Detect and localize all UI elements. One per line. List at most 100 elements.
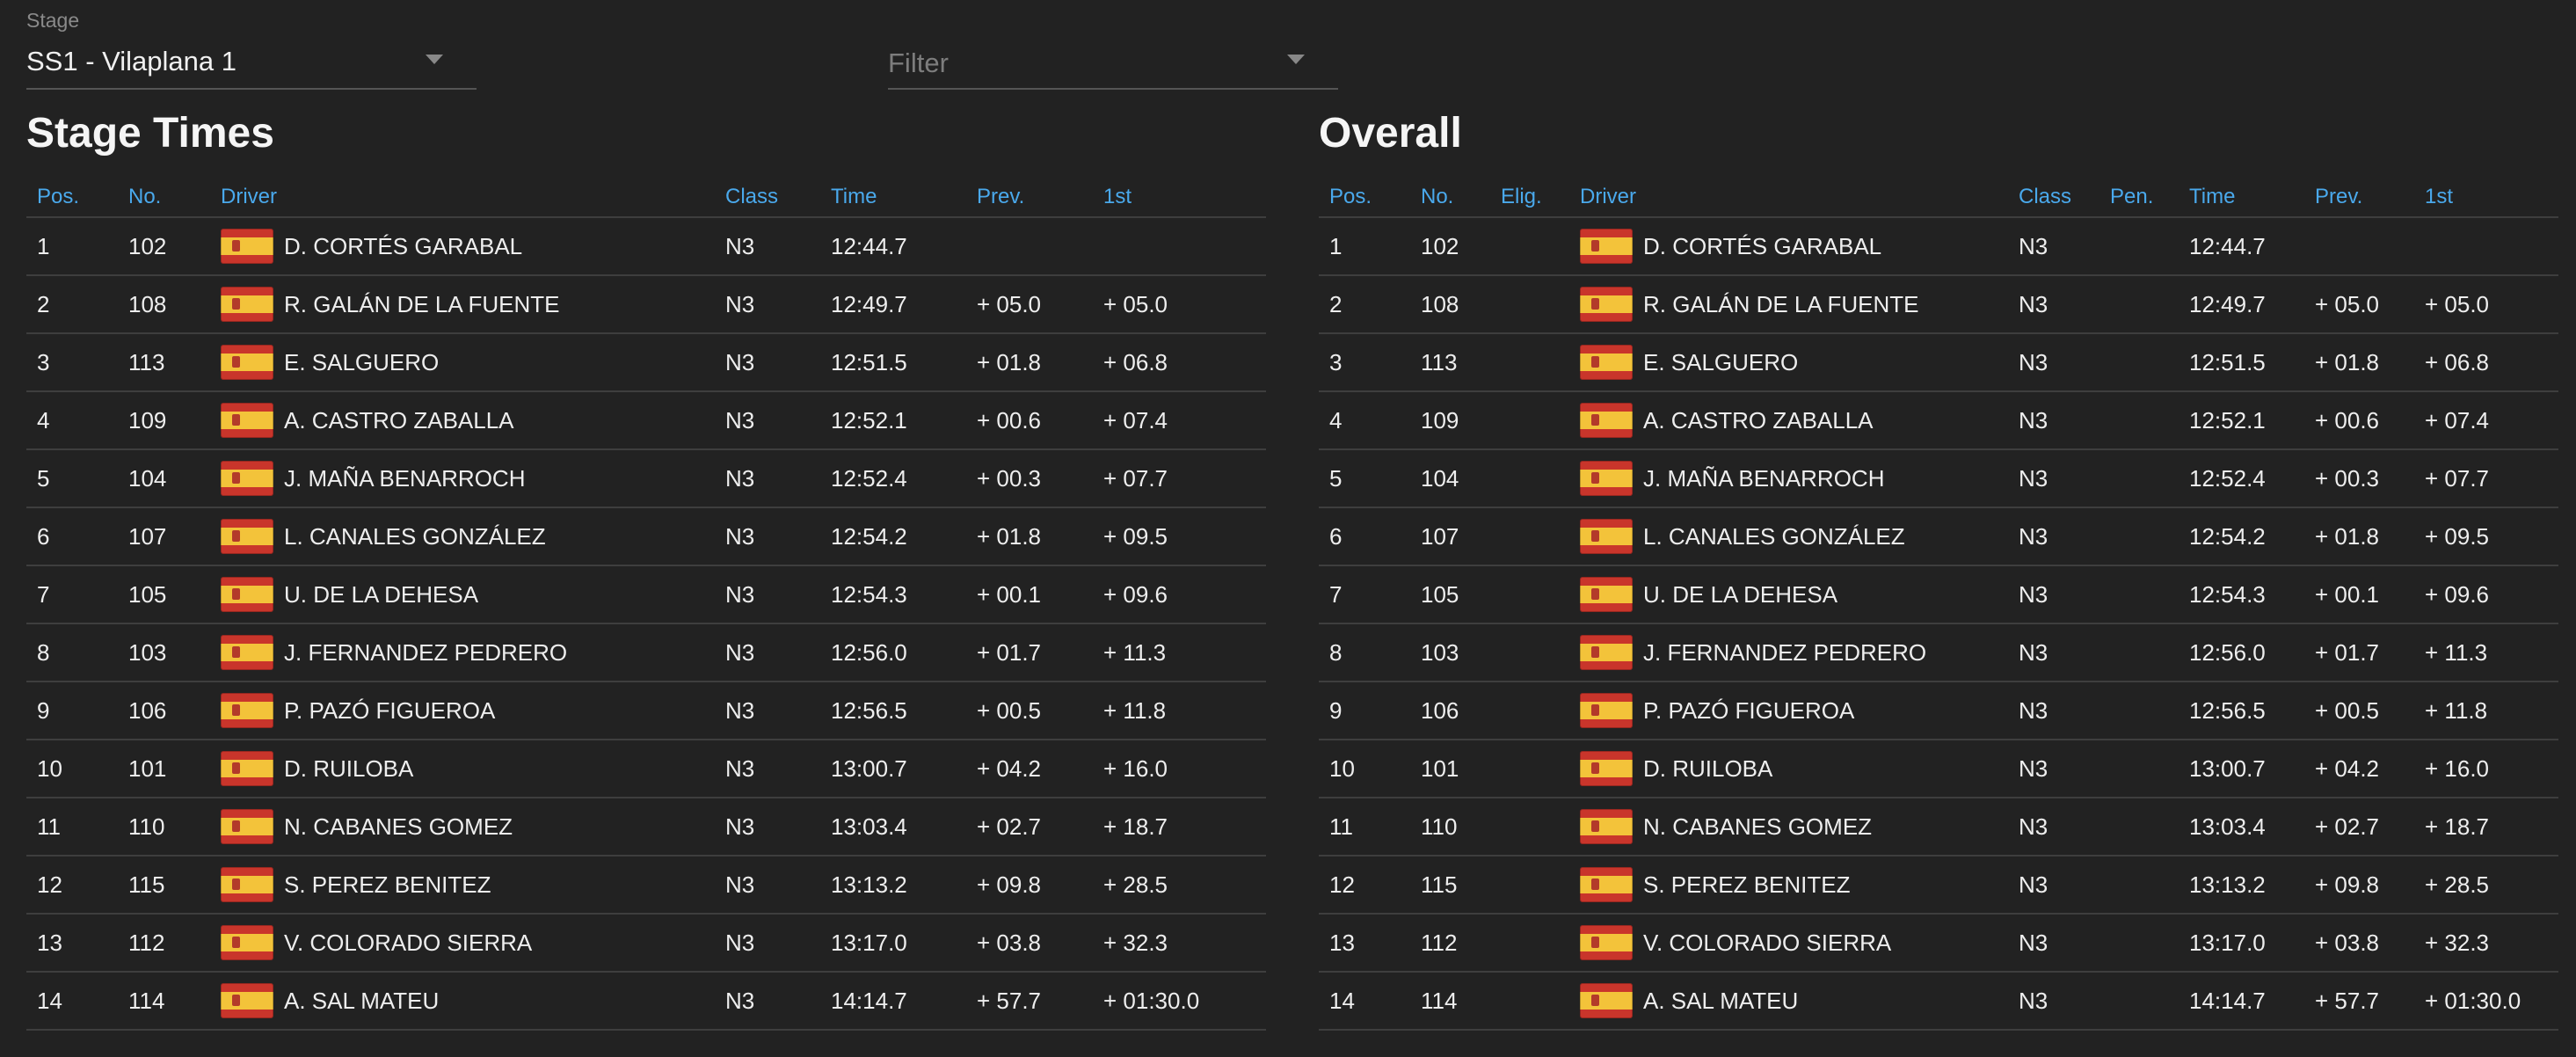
- header-time[interactable]: Time: [2179, 169, 2304, 218]
- cell-pos: 6: [26, 507, 118, 566]
- cell-first: + 11.3: [1093, 623, 1266, 682]
- stage-select-value[interactable]: SS1 - Vilaplana 1: [26, 46, 236, 77]
- table-row[interactable]: 5 104 J. MAÑA BENARROCH N3 12:52.4 + 00.3 + 07…: [1319, 449, 2558, 508]
- table-row[interactable]: 10 101 D. RUILOBA N3 13:00.7 + 04.2 + 16.0: [1319, 740, 2558, 798]
- cell-class: N3: [2008, 682, 2099, 740]
- cell-pos: 14: [1319, 972, 1410, 1031]
- header-pen[interactable]: Pen.: [2099, 169, 2179, 218]
- table-row[interactable]: 7 105 U. DE LA DEHESA N3 12:54.3 + 00.1 + 09.6: [26, 565, 1266, 624]
- driver-cell: N. CABANES GOMEZ: [1580, 809, 2008, 844]
- header-driver[interactable]: Driver: [210, 169, 715, 218]
- cell-pos: 4: [26, 391, 118, 450]
- cell-prev: + 00.5: [966, 682, 1093, 740]
- cell-pen: [2099, 275, 2179, 334]
- cell-time: 12:52.4: [820, 449, 966, 508]
- header-first[interactable]: 1st: [2414, 169, 2558, 218]
- header-no[interactable]: No.: [118, 169, 210, 218]
- table-row[interactable]: 10 101 D. RUILOBA N3 13:00.7 + 04.2 + 16.0: [26, 740, 1266, 798]
- cell-class: N3: [715, 798, 820, 857]
- cell-pos: 8: [1319, 623, 1410, 682]
- spain-flag-icon: [221, 751, 273, 786]
- table-row[interactable]: 12 115 S. PEREZ BENITEZ N3 13:13.2 + 09.8 + 28…: [1319, 856, 2558, 915]
- cell-prev: [966, 217, 1093, 276]
- header-driver[interactable]: Driver: [1569, 169, 2008, 218]
- table-row[interactable]: 9 106 P. PAZÓ FIGUEROA N3 12:56.5 + 00.5 + 11.…: [1319, 682, 2558, 740]
- cell-no: 114: [118, 972, 210, 1031]
- header-pos[interactable]: Pos.: [1319, 169, 1410, 218]
- header-pos[interactable]: Pos.: [26, 169, 118, 218]
- driver-cell: A. SAL MATEU: [1580, 983, 2008, 1018]
- chevron-down-icon[interactable]: [1287, 55, 1305, 64]
- table-row[interactable]: 5 104 J. MAÑA BENARROCH N3 12:52.4 + 00.3 + 07…: [26, 449, 1266, 508]
- cell-pos: 14: [26, 972, 118, 1031]
- table-row[interactable]: 13 112 V. COLORADO SIERRA N3 13:17.0 + 03.8 + …: [26, 914, 1266, 973]
- table-row[interactable]: 4 109 A. CASTRO ZABALLA N3 12:52.1 + 00.6 + 07…: [26, 391, 1266, 450]
- table-row[interactable]: 2 108 R. GALÁN DE LA FUENTE N3 12:49.7 + 05.0…: [1319, 275, 2558, 334]
- table-row[interactable]: 6 107 L. CANALES GONZÁLEZ N3 12:54.2 + 01.8 + …: [26, 507, 1266, 566]
- cell-pen: [2099, 507, 2179, 566]
- table-row[interactable]: 7 105 U. DE LA DEHESA N3 12:54.3 + 00.1 + 09.6: [1319, 565, 2558, 624]
- table-row[interactable]: 8 103 J. FERNANDEZ PEDRERO N3 12:56.0 + 01.7 +…: [1319, 623, 2558, 682]
- driver-name: L. CANALES GONZÁLEZ: [284, 522, 546, 550]
- filter-select[interactable]: Filter: [888, 0, 1338, 90]
- cell-pos: 1: [1319, 217, 1410, 276]
- spain-flag-icon: [1580, 345, 1633, 380]
- cell-first: + 11.8: [1093, 682, 1266, 740]
- table-row[interactable]: 12 115 S. PEREZ BENITEZ N3 13:13.2 + 09.8 + 28…: [26, 856, 1266, 915]
- table-row[interactable]: 14 114 A. SAL MATEU N3 14:14.7 + 57.7 + 01:30.…: [1319, 972, 2558, 1031]
- cell-first: + 09.6: [1093, 565, 1266, 624]
- cell-driver: D. CORTÉS GARABAL: [210, 217, 715, 276]
- cell-prev: [2304, 217, 2414, 276]
- table-row[interactable]: 14 114 A. SAL MATEU N3 14:14.7 + 57.7 + 01:30.…: [26, 972, 1266, 1031]
- table-row[interactable]: 11 110 N. CABANES GOMEZ N3 13:03.4 + 02.7 + 18…: [26, 798, 1266, 857]
- cell-prev: + 00.5: [2304, 682, 2414, 740]
- cell-pos: 10: [1319, 740, 1410, 798]
- table-row[interactable]: 2 108 R. GALÁN DE LA FUENTE N3 12:49.7 + 05.0…: [26, 275, 1266, 334]
- cell-time: 12:51.5: [820, 333, 966, 392]
- cell-pos: 11: [1319, 798, 1410, 857]
- cell-pen: [2099, 856, 2179, 915]
- header-class[interactable]: Class: [715, 169, 820, 218]
- header-no[interactable]: No.: [1410, 169, 1490, 218]
- header-prev[interactable]: Prev.: [966, 169, 1093, 218]
- table-row[interactable]: 6 107 L. CANALES GONZÁLEZ N3 12:54.2 + 01.8 + …: [1319, 507, 2558, 566]
- cell-class: N3: [715, 391, 820, 450]
- cell-class: N3: [715, 565, 820, 624]
- cell-pen: [2099, 740, 2179, 798]
- cell-time: 13:17.0: [820, 914, 966, 973]
- cell-pos: 5: [1319, 449, 1410, 508]
- header-prev[interactable]: Prev.: [2304, 169, 2414, 218]
- cell-first: + 06.8: [2414, 333, 2558, 392]
- cell-first: [1093, 217, 1266, 276]
- chevron-down-icon[interactable]: [426, 55, 443, 64]
- cell-time: 13:03.4: [2179, 798, 2304, 857]
- table-row[interactable]: 3 113 E. SALGUERO N3 12:51.5 + 01.8 + 06.8: [1319, 333, 2558, 392]
- table-row[interactable]: 8 103 J. FERNANDEZ PEDRERO N3 12:56.0 + 01.7 +…: [26, 623, 1266, 682]
- cell-prev: + 03.8: [2304, 914, 2414, 973]
- driver-cell: U. DE LA DEHESA: [221, 577, 715, 612]
- table-row[interactable]: 3 113 E. SALGUERO N3 12:51.5 + 01.8 + 06.8: [26, 333, 1266, 392]
- cell-class: N3: [2008, 333, 2099, 392]
- header-elig[interactable]: Elig.: [1490, 169, 1569, 218]
- table-row[interactable]: 4 109 A. CASTRO ZABALLA N3 12:52.1 + 00.6 + 07…: [1319, 391, 2558, 450]
- table-row[interactable]: 9 106 P. PAZÓ FIGUEROA N3 12:56.5 + 00.5 + 11.…: [26, 682, 1266, 740]
- table-row[interactable]: 13 112 V. COLORADO SIERRA N3 13:17.0 + 03.8 + …: [1319, 914, 2558, 973]
- stage-select[interactable]: Stage SS1 - Vilaplana 1: [26, 0, 477, 90]
- header-time[interactable]: Time: [820, 169, 966, 218]
- header-class[interactable]: Class: [2008, 169, 2099, 218]
- cell-elig: [1490, 682, 1569, 740]
- cell-pen: [2099, 565, 2179, 624]
- driver-name: E. SALGUERO: [1643, 348, 1799, 375]
- table-row[interactable]: 11 110 N. CABANES GOMEZ N3 13:03.4 + 02.7 + 18…: [1319, 798, 2558, 857]
- cell-no: 115: [1410, 856, 1490, 915]
- cell-pos: 9: [1319, 682, 1410, 740]
- cell-prev: + 57.7: [2304, 972, 2414, 1031]
- table-row[interactable]: 1 102 D. CORTÉS GARABAL N3 12:44.7: [1319, 217, 2558, 276]
- cell-driver: S. PEREZ BENITEZ: [1569, 856, 2008, 915]
- cell-first: + 09.6: [2414, 565, 2558, 624]
- cell-no: 101: [118, 740, 210, 798]
- cell-class: N3: [2008, 972, 2099, 1031]
- filter-select-placeholder[interactable]: Filter: [888, 47, 949, 78]
- header-first[interactable]: 1st: [1093, 169, 1266, 218]
- table-row[interactable]: 1 102 D. CORTÉS GARABAL N3 12:44.7: [26, 217, 1266, 276]
